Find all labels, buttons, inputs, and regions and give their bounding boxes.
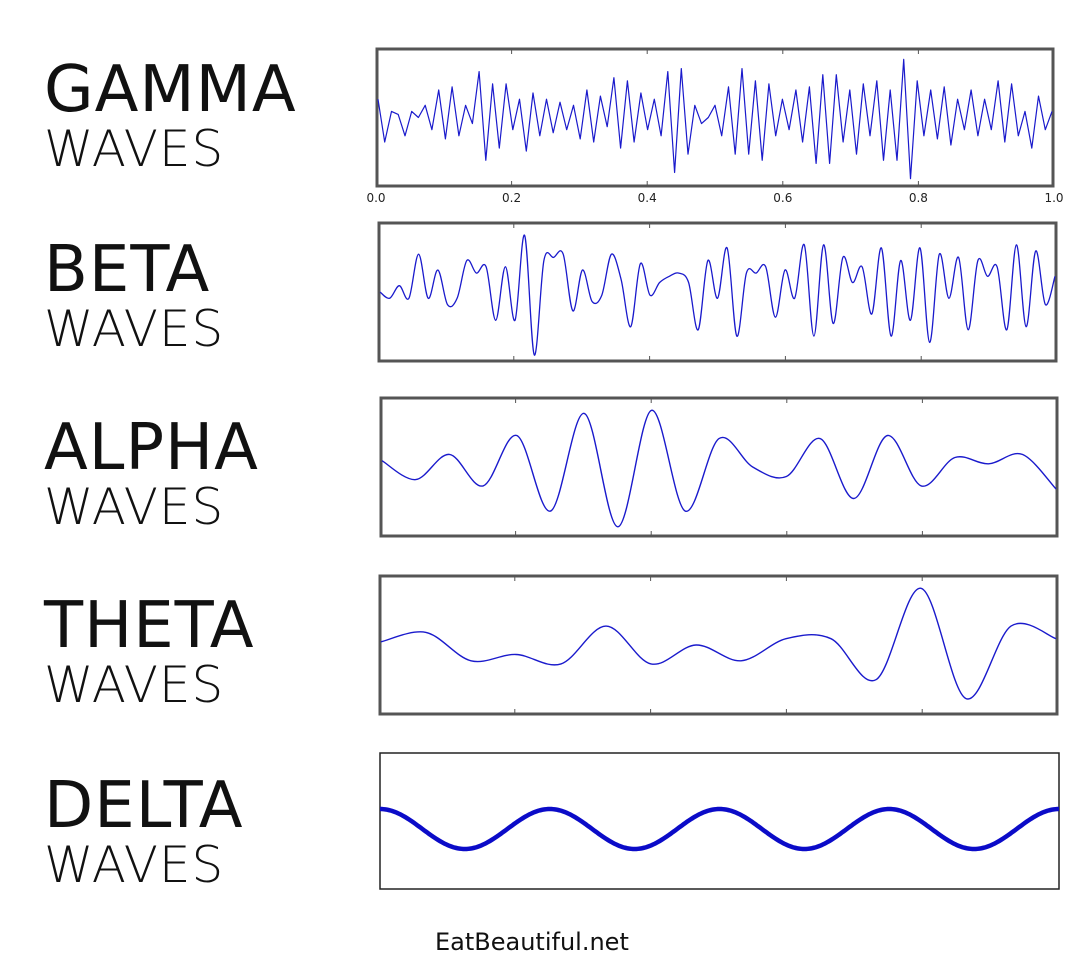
gamma-chart [375, 47, 1055, 188]
gamma-subtitle: WAVES [44, 120, 225, 178]
x-tick-label: 1.0 [1044, 191, 1064, 205]
x-tick-label: 0.6 [773, 191, 793, 205]
theta-chart [378, 574, 1059, 716]
gamma-plot [375, 47, 1055, 188]
site-credit: EatBeautiful.net [435, 928, 629, 956]
delta-label: DELTA WAVES [44, 774, 243, 890]
beta-chart [377, 221, 1058, 363]
alpha-label: ALPHA WAVES [44, 416, 259, 532]
x-tick-label: 0.0 [366, 191, 386, 205]
alpha-chart [379, 396, 1059, 538]
beta-title: BETA [44, 233, 211, 307]
theta-plot [378, 574, 1059, 716]
x-tick-label: 0.4 [637, 191, 657, 205]
delta-chart [379, 752, 1060, 890]
delta-title: DELTA [44, 769, 244, 843]
theta-title: THETA [44, 589, 255, 663]
x-tick-label: 0.8 [908, 191, 928, 205]
x-tick-label: 0.2 [502, 191, 522, 205]
wave-line [380, 587, 1057, 700]
gamma-title: GAMMA [44, 53, 297, 127]
alpha-plot [379, 396, 1059, 538]
beta-plot [377, 221, 1058, 363]
wave-line [379, 234, 1056, 356]
theta-label: THETA WAVES [44, 594, 255, 710]
alpha-title: ALPHA [44, 411, 259, 485]
wave-line [380, 806, 1059, 852]
wave-line [381, 409, 1057, 528]
gamma-label: GAMMA WAVES [44, 58, 297, 174]
beta-subtitle: WAVES [44, 300, 225, 358]
alpha-subtitle: WAVES [44, 478, 225, 536]
beta-label: BETA WAVES [44, 238, 224, 354]
delta-plot [379, 752, 1060, 890]
delta-subtitle: WAVES [44, 836, 225, 894]
wave-line [377, 58, 1053, 180]
theta-subtitle: WAVES [44, 656, 225, 714]
